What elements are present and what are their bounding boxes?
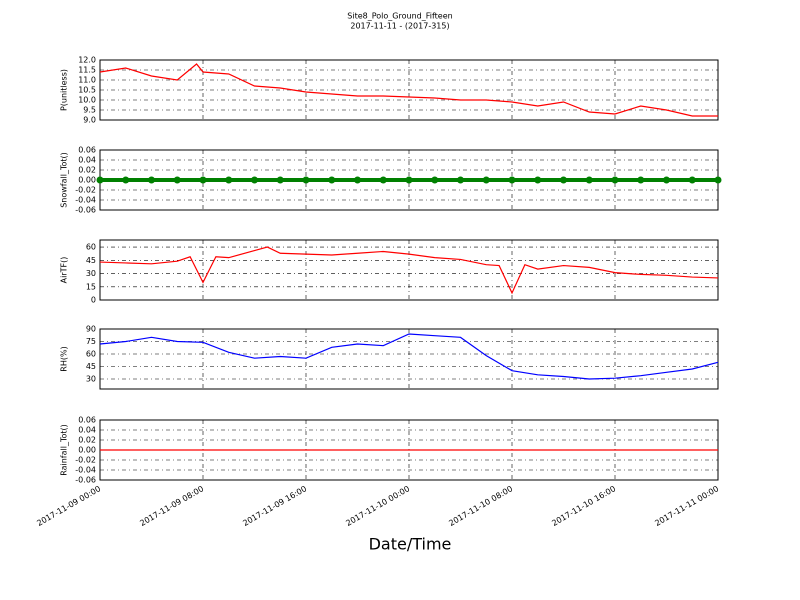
data-line — [99, 246, 719, 295]
plot-frame — [99, 328, 719, 390]
y-tick-label: 45 — [86, 256, 96, 265]
x-tick-label: 2017-11-09 08:00 — [138, 484, 205, 528]
y-tick-label: 0.06 — [78, 416, 96, 425]
y-tick-label: 0 — [91, 296, 96, 305]
y-tick-label: -0.04 — [75, 466, 96, 475]
y-tick-label: -0.06 — [75, 476, 96, 485]
x-tick-label: 2017-11-11 00:00 — [653, 484, 720, 528]
x-tick-label: 2017-11-09 16:00 — [241, 484, 308, 528]
y-tick-label: 9.0 — [83, 116, 96, 125]
y-axis-label: RH(%) — [60, 346, 69, 371]
chart-subtitle: 2017-11-11 - (2017-315) — [350, 22, 449, 31]
y-tick-label: -0.04 — [75, 196, 96, 205]
y-tick-label: 0.06 — [78, 146, 96, 155]
y-tick-label: 11.5 — [78, 66, 96, 75]
y-tick-label: 0.00 — [78, 176, 96, 185]
y-tick-label: -0.06 — [75, 206, 96, 215]
y-axis-label: P(unitless) — [60, 69, 69, 111]
data-line — [99, 63, 718, 117]
y-tick-label: 9.5 — [83, 106, 96, 115]
y-tick-label: 10.0 — [78, 96, 96, 105]
y-tick-label: 15 — [86, 282, 96, 291]
y-tick-label: 90 — [86, 325, 96, 334]
x-tick-label: 2017-11-10 00:00 — [344, 484, 411, 528]
y-tick-label: 12.0 — [78, 56, 96, 65]
plot-frame — [99, 59, 719, 121]
x-axis-label: Date/Time — [369, 535, 452, 554]
y-tick-label: 30 — [86, 269, 96, 278]
y-tick-label: 60 — [86, 350, 96, 359]
x-tick-label: 2017-11-10 16:00 — [550, 484, 617, 528]
y-tick-label: 45 — [86, 362, 96, 371]
y-tick-label: -0.02 — [75, 456, 96, 465]
y-tick-label: 30 — [86, 375, 96, 384]
y-tick-label: 0.02 — [78, 436, 96, 445]
y-tick-label: 75 — [86, 337, 96, 346]
y-axis-label: Rainfall_Tot() — [60, 424, 69, 476]
y-tick-label: 10.5 — [78, 86, 96, 95]
y-tick-label: -0.02 — [75, 186, 96, 195]
y-axis-label: Snowfall_Tot() — [60, 152, 69, 208]
chart-title: Site8_Polo_Ground_Fifteen — [347, 12, 452, 21]
y-tick-label: 60 — [86, 243, 96, 252]
x-tick-label: 2017-11-09 00:00 — [35, 484, 102, 528]
plot-frame — [99, 239, 719, 301]
y-tick-label: 0.04 — [78, 156, 96, 165]
data-line — [99, 333, 719, 380]
x-tick-label: 2017-11-10 08:00 — [447, 484, 514, 528]
y-tick-label: 0.02 — [78, 166, 96, 175]
y-tick-label: 0.00 — [78, 446, 96, 455]
y-tick-label: 11.0 — [78, 76, 96, 85]
y-axis-label: AirTF() — [60, 257, 69, 284]
y-tick-label: 0.04 — [78, 426, 96, 435]
